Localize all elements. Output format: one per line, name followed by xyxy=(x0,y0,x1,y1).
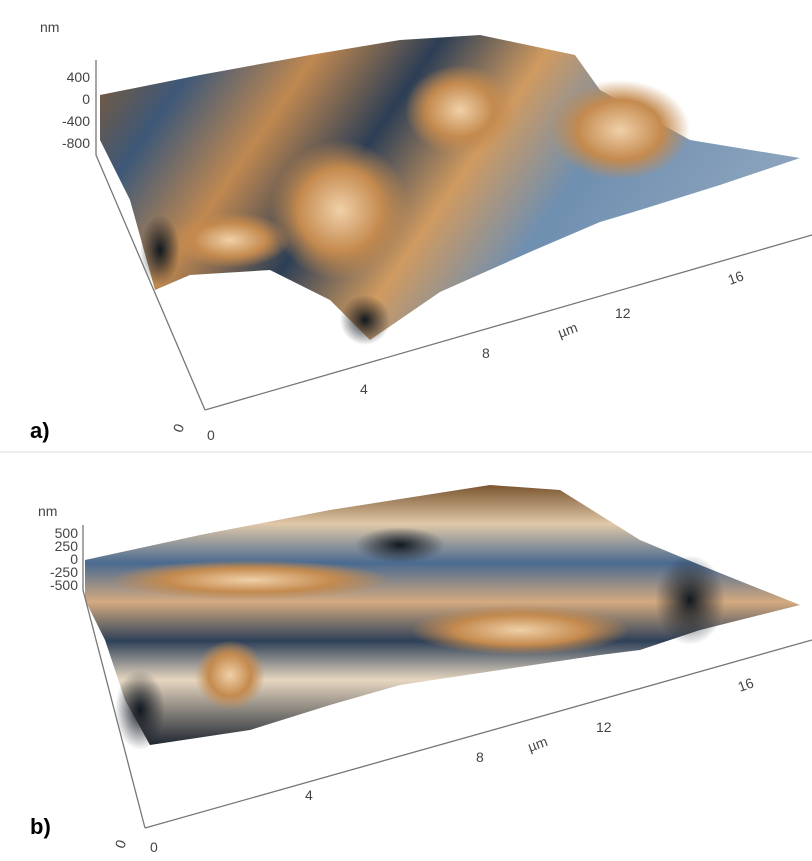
x-tick-label: 16 xyxy=(736,674,756,694)
peak xyxy=(270,140,410,280)
peak xyxy=(170,212,290,268)
z-tick-label: -800 xyxy=(62,135,90,151)
x-unit: µm xyxy=(556,319,580,341)
x-unit: µm xyxy=(526,733,550,755)
pit xyxy=(355,527,445,563)
pit xyxy=(115,670,165,750)
z-tick-label: -400 xyxy=(62,113,90,129)
x-tick-label: 4 xyxy=(305,787,313,803)
x-tick-label: 8 xyxy=(482,345,490,361)
figure: nm 400 0 -400 -800 0 0 4 8 µm 12 16 a) n… xyxy=(0,0,812,861)
pit xyxy=(655,555,725,645)
peak xyxy=(195,640,265,710)
y-origin: 0 xyxy=(112,837,130,850)
x-tick-label: 16 xyxy=(726,267,746,287)
panel-b: nm 500 250 0 -250 -500 0 0 4 8 µm 12 16 … xyxy=(30,485,812,855)
x-tick-label: 4 xyxy=(360,381,368,397)
pit xyxy=(340,295,390,345)
panel-label: a) xyxy=(30,418,50,443)
pit xyxy=(140,215,180,285)
peak xyxy=(110,560,390,600)
x-tick-label: 8 xyxy=(476,749,484,765)
z-tick-label: 0 xyxy=(82,91,90,107)
x-tick-label: 0 xyxy=(150,839,158,855)
z-unit: nm xyxy=(40,19,59,35)
x-tick-label: 12 xyxy=(596,719,612,735)
peak xyxy=(405,65,515,155)
page: nm 400 0 -400 -800 0 0 4 8 µm 12 16 a) n… xyxy=(0,0,812,861)
z-tick-label: -500 xyxy=(50,577,78,593)
panel-a: nm 400 0 -400 -800 0 0 4 8 µm 12 16 a) xyxy=(30,19,812,443)
peak xyxy=(410,605,630,655)
x-tick-label: 12 xyxy=(615,305,631,321)
y-origin: 0 xyxy=(170,421,188,434)
peak xyxy=(550,80,690,180)
panel-label: b) xyxy=(30,814,51,839)
x-tick-label: 0 xyxy=(207,427,215,443)
z-unit: nm xyxy=(38,503,57,519)
z-tick-label: 400 xyxy=(67,69,91,85)
